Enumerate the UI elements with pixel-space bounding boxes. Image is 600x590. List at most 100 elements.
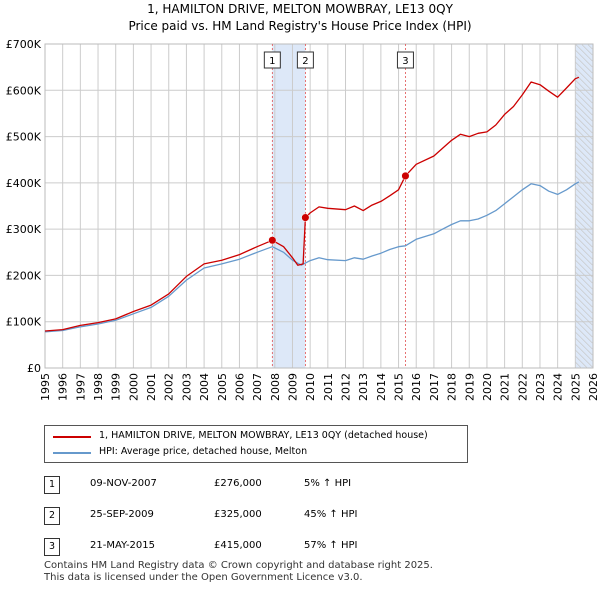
x-tick-label: 1997	[74, 373, 87, 401]
legend-swatch-property	[53, 436, 91, 438]
footer-license: This data is licensed under the Open Gov…	[44, 572, 363, 583]
hatch-line	[575, 175, 593, 194]
y-tick-label: £500K	[6, 131, 42, 144]
x-tick-label: 2011	[322, 373, 335, 401]
x-tick-label: 2014	[375, 373, 388, 401]
sale-marker-label: 3	[402, 56, 408, 67]
hatch-line	[575, 343, 593, 362]
transaction-date: 09-NOV-2007	[90, 478, 157, 489]
transaction-hpi: 57% ↑ HPI	[304, 540, 358, 551]
hatch-line	[575, 187, 593, 206]
series-line-hpi	[44, 181, 580, 333]
hatch-line	[575, 121, 593, 140]
hatch-line	[575, 265, 593, 284]
hatch-line	[575, 253, 593, 272]
y-tick-label: £600K	[6, 84, 42, 97]
hatch-line	[575, 163, 593, 182]
hatch-line	[575, 355, 588, 368]
hatch-line	[586, 44, 593, 50]
hatch-line	[575, 55, 593, 74]
x-tick-label: 2004	[198, 373, 211, 401]
hatch-line	[575, 181, 593, 200]
x-tick-label: 2000	[127, 373, 140, 401]
x-tick-label: 1995	[39, 373, 52, 401]
transaction-number: 2	[44, 507, 60, 525]
x-tick-label: 2009	[286, 373, 299, 401]
hatch-line	[575, 14, 593, 32]
sale-point	[401, 171, 410, 180]
transaction-price: £325,000	[214, 509, 262, 520]
sale-marker-box	[396, 51, 414, 69]
hatch-line	[575, 133, 593, 152]
transaction-price: £415,000	[214, 540, 262, 551]
hatch-line	[575, 235, 593, 254]
hatch-line	[575, 151, 593, 170]
hatch-line	[575, 307, 593, 326]
sale-marker-label: 1	[269, 56, 275, 67]
x-tick-label: 1996	[57, 373, 70, 401]
footer-copyright: Contains HM Land Registry data © Crown c…	[44, 560, 433, 571]
hatch-line	[575, 223, 593, 242]
legend-label-property: 1, HAMILTON DRIVE, MELTON MOWBRAY, LE13 …	[99, 430, 428, 441]
x-tick-label: 2022	[516, 373, 529, 401]
transaction-date: 21-MAY-2015	[90, 540, 156, 551]
x-tick-label: 2025	[569, 373, 582, 401]
transaction-hpi: 45% ↑ HPI	[304, 509, 358, 520]
hatch-line	[575, 247, 593, 266]
hatch-line	[575, 295, 593, 314]
hatch-line	[575, 127, 593, 146]
x-tick-label: 2010	[304, 373, 317, 401]
hatch-line	[575, 193, 593, 212]
series-line-property	[44, 76, 580, 332]
hatch-line	[575, 319, 593, 338]
y-tick-label: £400K	[6, 177, 42, 190]
x-tick-label: 2021	[499, 373, 512, 401]
x-tick-label: 2015	[393, 373, 406, 401]
transaction-date: 25-SEP-2009	[90, 509, 154, 520]
transaction-hpi: 5% ↑ HPI	[304, 478, 352, 489]
transaction-price: £276,000	[214, 478, 262, 489]
x-tick-label: 1999	[110, 373, 123, 401]
y-tick-label: £100K	[6, 316, 42, 329]
shaded-range	[575, 44, 593, 368]
sale-marker-box	[296, 51, 314, 69]
hatch-line	[575, 289, 593, 308]
hatch-line	[575, 169, 593, 188]
x-tick-label: 2017	[428, 373, 441, 401]
x-tick-label: 2006	[233, 373, 246, 401]
x-tick-label: 2003	[180, 373, 193, 401]
hatch-line	[575, 241, 593, 260]
hatch-line	[575, 259, 593, 278]
x-tick-label: 2016	[410, 373, 423, 401]
legend-label-hpi: HPI: Average price, detached house, Melt…	[99, 446, 308, 457]
legend-swatch-hpi	[53, 452, 91, 454]
x-tick-label: 2018	[446, 373, 459, 401]
hatch-line	[575, 325, 593, 344]
hatch-line	[575, 199, 593, 218]
x-tick-label: 2001	[145, 373, 158, 401]
hatch-line	[575, 211, 593, 230]
hatch-line	[575, 91, 593, 110]
hatch-line	[575, 67, 593, 86]
hatch-line	[575, 271, 593, 290]
hatch-line	[575, 61, 593, 80]
y-tick-label: £700K	[6, 38, 42, 51]
hatch-line	[575, 145, 593, 164]
hatch-line	[580, 44, 593, 56]
x-tick-label: 2002	[163, 373, 176, 401]
x-tick-label: 2012	[340, 373, 353, 401]
transaction-number: 1	[44, 476, 60, 494]
hatch-line	[575, 49, 593, 68]
sale-point	[301, 213, 310, 222]
hatch-line	[575, 109, 593, 128]
chart-subtitle: Price paid vs. HM Land Registry's House …	[128, 19, 472, 33]
plot-border	[44, 43, 594, 369]
hatch-line	[575, 115, 593, 134]
hatch-line	[575, 313, 593, 332]
sale-marker-label: 2	[302, 56, 308, 67]
hatch-line	[575, 361, 582, 368]
x-tick-label: 2020	[481, 373, 494, 401]
hatch-line	[575, 349, 593, 368]
legend: 1, HAMILTON DRIVE, MELTON MOWBRAY, LE13 …	[44, 425, 468, 463]
hatch-line	[575, 331, 593, 350]
